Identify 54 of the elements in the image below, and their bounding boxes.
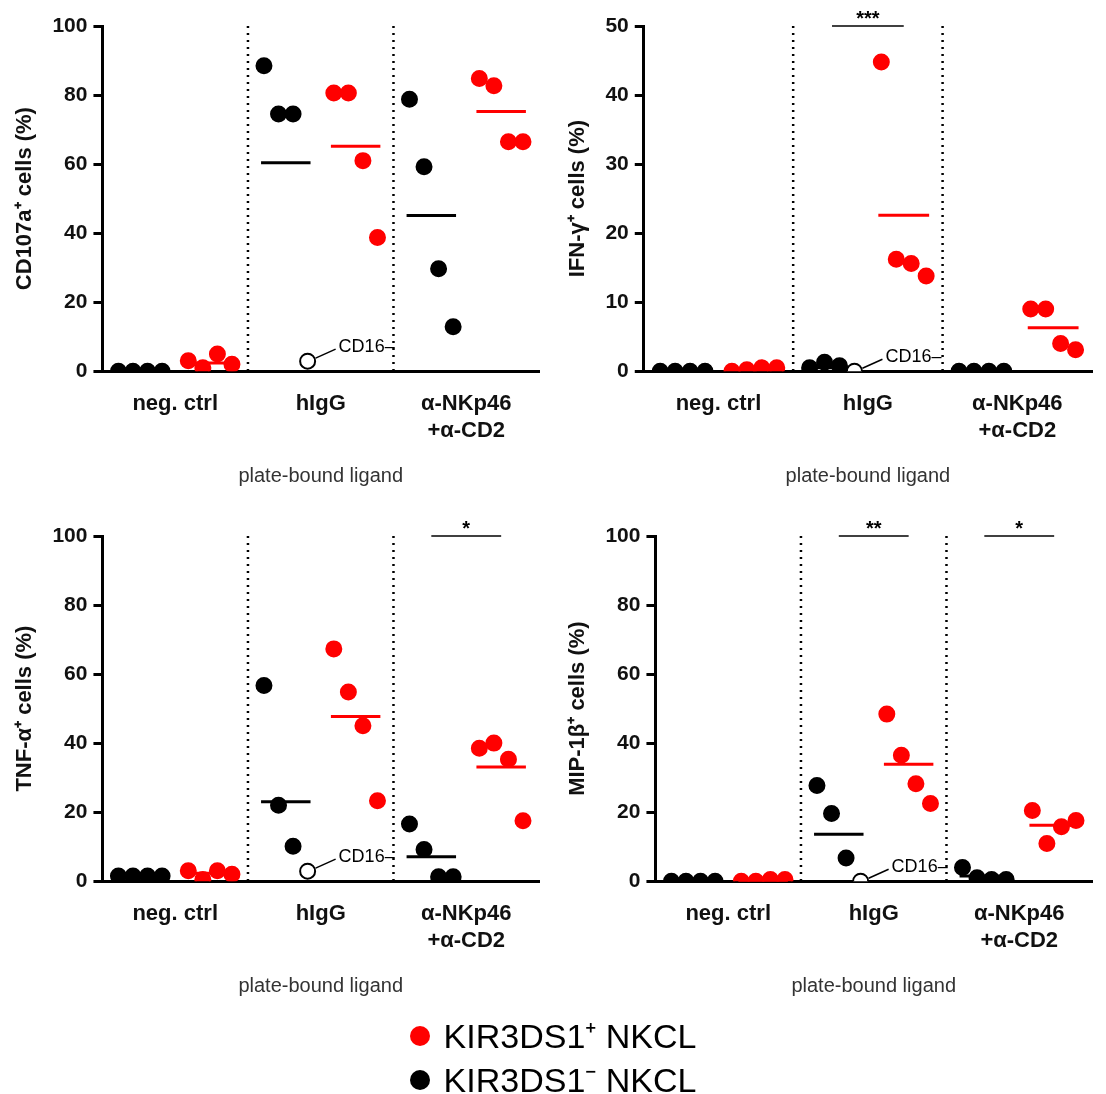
y-tick-label: 50 — [605, 12, 629, 36]
x-tick-label: hIgG — [295, 900, 346, 926]
x-tick-label: neg. ctrl — [675, 390, 762, 416]
x-tick-label: neg. ctrl — [132, 390, 218, 416]
y-tick-label: 80 — [64, 591, 88, 615]
y-tick-label: 40 — [605, 81, 629, 105]
y-tick-label: 100 — [52, 12, 88, 36]
annotation: * — [1015, 517, 1024, 539]
x-tick-label: hIgG — [295, 390, 346, 416]
y-axis-title: IFN-γ⁺ cells (%) — [564, 119, 590, 278]
y-axis-title: TNF-α⁺ cells (%) — [11, 625, 37, 792]
annotation: CD16– — [338, 336, 395, 357]
x-tick-label: neg. ctrl — [132, 900, 218, 926]
y-tick-label: 40 — [617, 729, 641, 753]
x-tick-label: α-NKp46 +α-CD2 — [420, 900, 512, 952]
y-tick-label: 100 — [52, 522, 88, 546]
y-tick-label: 0 — [617, 358, 629, 381]
y-tick-label: 60 — [64, 660, 88, 684]
y-tick-label: 80 — [64, 81, 88, 105]
annotation: *** — [856, 7, 880, 29]
y-tick-label: 40 — [64, 729, 88, 753]
annotation: * — [462, 517, 471, 539]
x-axis-title: plate-bound ligand — [785, 463, 951, 486]
x-tick-label: α-NKp46 +α-CD2 — [973, 900, 1065, 952]
y-tick-label: 20 — [64, 288, 88, 312]
annotation: CD16– — [891, 856, 948, 877]
x-tick-label: α-NKp46 +α-CD2 — [420, 390, 512, 442]
y-axis-title: CD107a⁺ cells (%) — [11, 107, 37, 291]
x-tick-label: α-NKp46 +α-CD2 — [972, 390, 1063, 442]
x-axis-title: plate-bound ligand — [238, 463, 404, 486]
y-tick-label: 0 — [628, 868, 641, 891]
x-axis-title: plate-bound ligand — [238, 973, 404, 996]
annotation: CD16– — [885, 346, 942, 367]
y-tick-label: 20 — [64, 798, 88, 822]
y-tick-label: 20 — [617, 798, 641, 822]
y-tick-label: 0 — [75, 358, 88, 381]
legend-label: KIR3DS1⁻ NKCL — [443, 1060, 697, 1094]
y-tick-label: 60 — [617, 660, 641, 684]
x-tick-label: hIgG — [848, 900, 899, 926]
y-axis-title: MIP-1β⁺ cells (%) — [564, 621, 590, 796]
annotation: ** — [865, 517, 882, 539]
y-tick-label: 60 — [64, 150, 88, 174]
y-tick-label: 40 — [64, 219, 88, 243]
annotation: CD16– — [338, 846, 395, 867]
y-tick-label: 30 — [605, 150, 629, 174]
y-tick-label: 20 — [605, 219, 629, 243]
legend-label: KIR3DS1⁺ NKCL — [443, 1016, 697, 1057]
y-tick-label: 80 — [617, 591, 641, 615]
x-tick-label: hIgG — [842, 390, 893, 416]
x-tick-label: neg. ctrl — [685, 900, 771, 926]
x-axis-title: plate-bound ligand — [791, 973, 957, 996]
y-tick-label: 0 — [75, 868, 88, 891]
y-tick-label: 100 — [605, 522, 641, 546]
y-tick-label: 10 — [605, 288, 629, 312]
